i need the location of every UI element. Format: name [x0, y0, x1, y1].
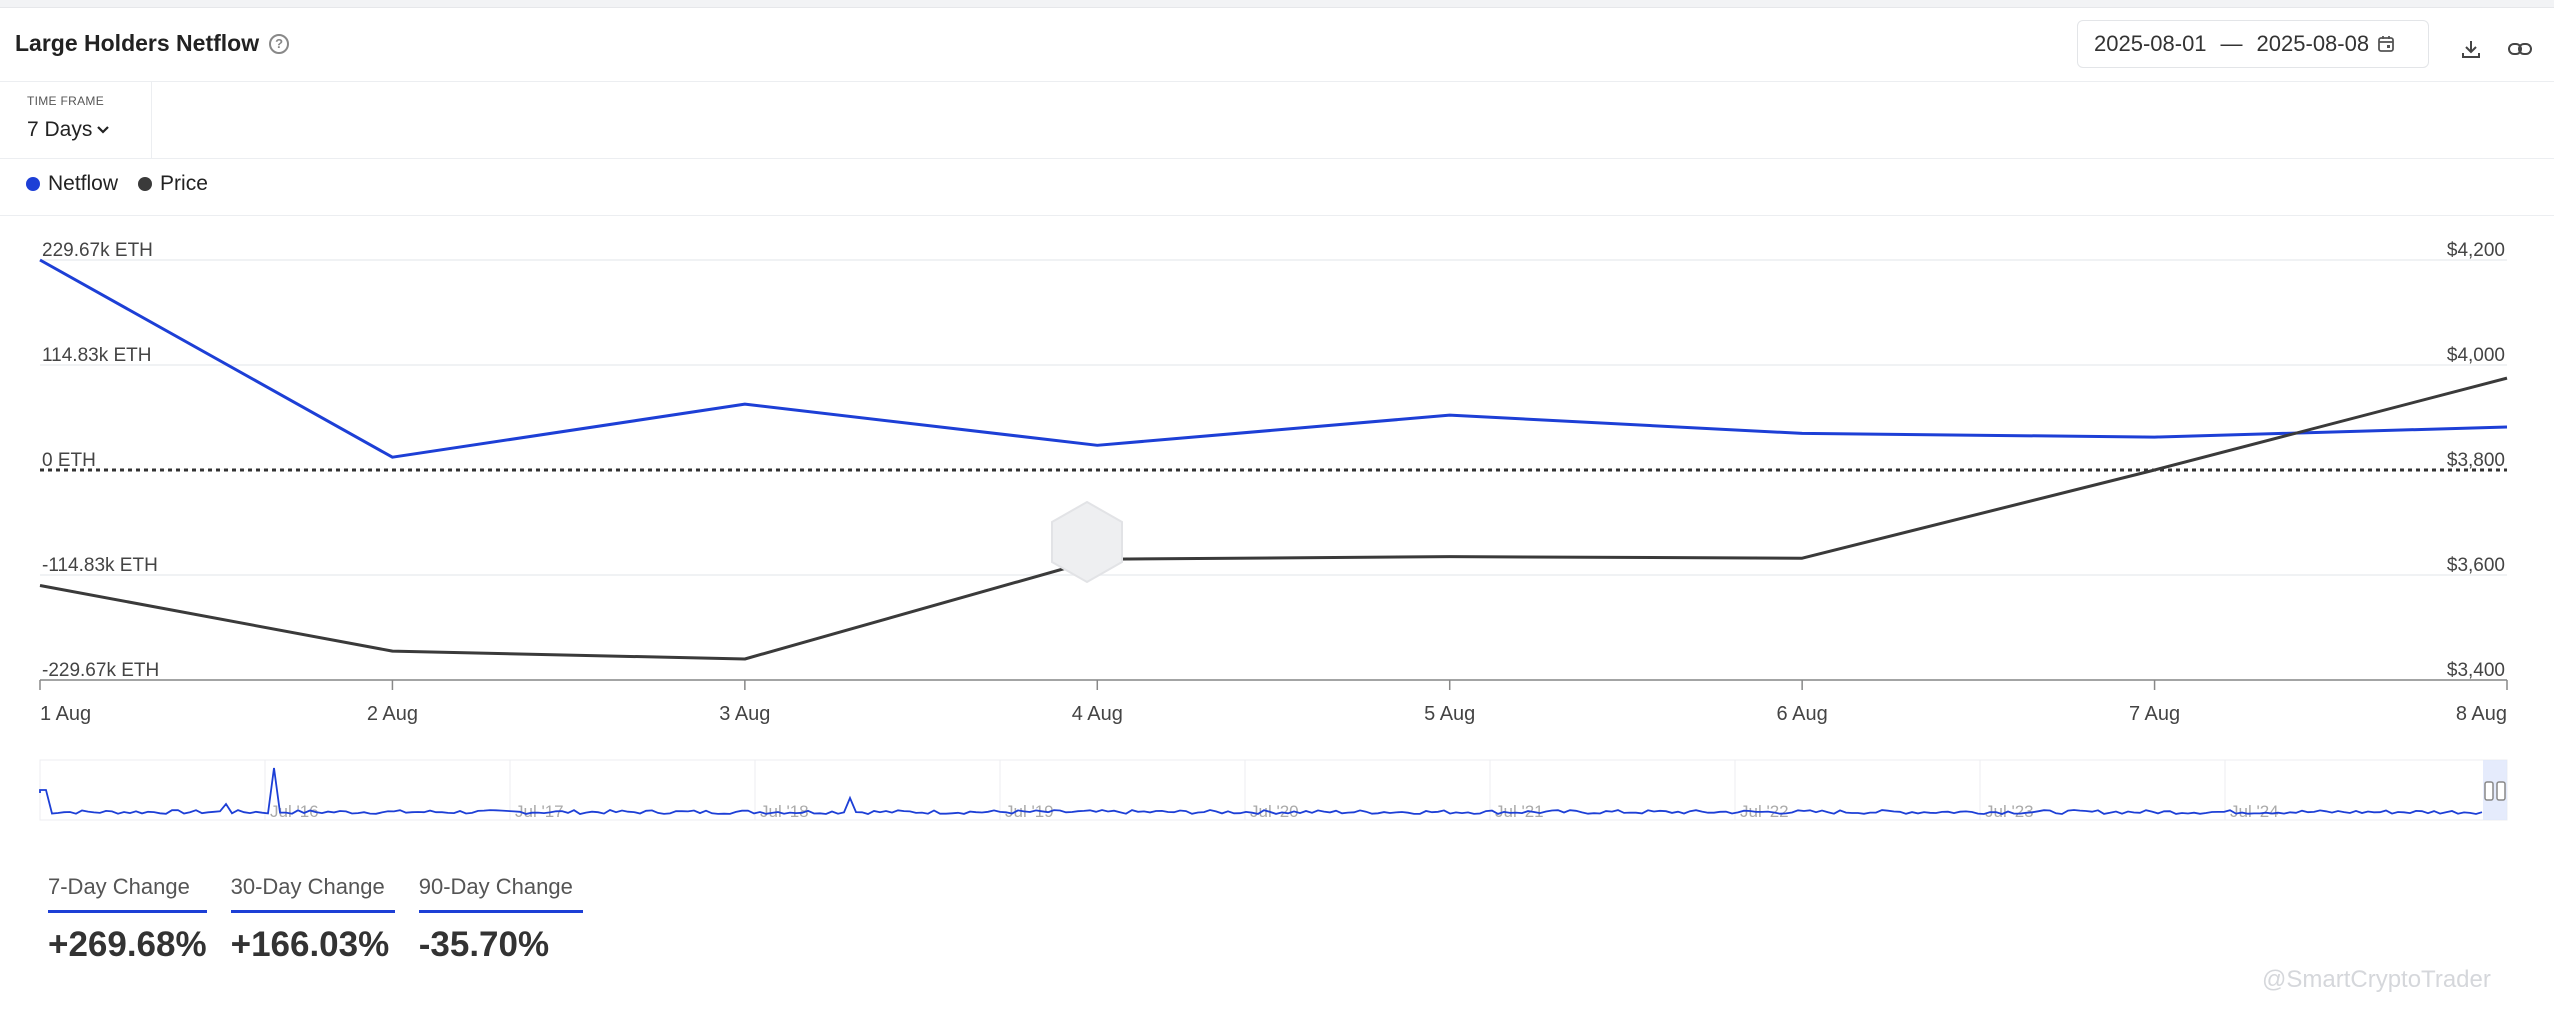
change-30d-value: +166.03% [230, 925, 390, 964]
navigator-handle-left [2484, 781, 2494, 801]
x-tick-label: 2 Aug [367, 703, 418, 725]
calendar-icon [2378, 36, 2394, 52]
x-tick-label: 3 Aug [719, 703, 770, 725]
legend-label-price: Price [160, 172, 208, 195]
y-tick-left: 0 ETH [42, 450, 96, 471]
watermark-text: @SmartCryptoTrader [2262, 966, 2491, 993]
change-stats: 7-Day Change +269.68% 30-Day Change +166… [48, 874, 607, 965]
x-tick-label: 1 Aug [40, 703, 91, 725]
watermark: @SmartCryptoTrader [2262, 966, 2491, 994]
timeframe-dropdown[interactable]: 7 Days [27, 118, 110, 142]
y-tick-left: 114.83k ETH [42, 345, 151, 366]
x-tick-label: 8 Aug [2456, 703, 2507, 725]
change-90d-label: 90-Day Change [418, 874, 583, 913]
change-90d[interactable]: 90-Day Change -35.70% [418, 874, 583, 965]
header-bar: Large Holders Netflow ? 2025-08-01 — 202… [0, 8, 2554, 82]
change-7d-label: 7-Day Change [48, 874, 207, 913]
navigator-label: Jul '24 [2230, 802, 2279, 821]
y-tick-left: -229.67k ETH [42, 660, 159, 681]
x-tick-label: 5 Aug [1424, 703, 1475, 725]
x-tick-label: 4 Aug [1072, 703, 1123, 725]
legend-dot-price [138, 177, 153, 191]
navigator-label: Jul '17 [515, 802, 564, 821]
y-tick-right: $4,000 [2447, 345, 2505, 366]
download-icon [2462, 41, 2480, 58]
chart-title: Large Holders Netflow ? [15, 30, 290, 57]
legend-item-netflow[interactable]: Netflow [26, 172, 118, 196]
change-7d[interactable]: 7-Day Change +269.68% [48, 874, 207, 965]
y-tick-right: $3,400 [2447, 660, 2505, 681]
divider [0, 215, 2554, 216]
share-link-button[interactable] [2505, 34, 2535, 64]
timeframe-selector[interactable]: TIME FRAME 7 Days [0, 82, 152, 158]
navigator-label: Jul '21 [1495, 802, 1544, 821]
navigator-handle-right [2496, 781, 2506, 801]
top-border [0, 0, 2554, 8]
series-line-price [39, 376, 2508, 661]
timeframe-label: TIME FRAME [27, 94, 104, 108]
change-30d[interactable]: 30-Day Change +166.03% [230, 874, 395, 965]
date-start: 2025-08-01 [2094, 31, 2207, 56]
navigator-sparkline [39, 767, 2483, 815]
y-tick-left: 229.67k ETH [42, 240, 153, 261]
y-tick-right: $3,600 [2447, 555, 2505, 576]
download-button[interactable] [2456, 34, 2486, 64]
y-tick-right: $4,200 [2447, 240, 2505, 261]
navigator-label: Jul '20 [1250, 802, 1299, 821]
watermark-logo [1046, 498, 1128, 586]
series-line-netflow [39, 258, 2508, 459]
timeframe-value: 7 Days [27, 118, 93, 141]
help-icon[interactable]: ? [269, 33, 290, 54]
date-range-picker[interactable]: 2025-08-01 — 2025-08-08 [2077, 20, 2429, 68]
x-tick-label: 6 Aug [1777, 703, 1828, 725]
x-tick-label: 7 Aug [2129, 703, 2180, 725]
chart-legend: Netflow Price [26, 172, 228, 196]
chart-title-text: Large Holders Netflow [15, 30, 260, 56]
y-tick-left: -114.83k ETH [42, 555, 158, 576]
date-separator: — [2220, 31, 2243, 56]
change-90d-value: -35.70% [418, 925, 550, 964]
legend-item-price[interactable]: Price [138, 172, 208, 196]
navigator-label: Jul '18 [760, 802, 809, 821]
divider [0, 158, 2554, 159]
change-30d-label: 30-Day Change [230, 874, 395, 913]
legend-dot-netflow [26, 177, 40, 191]
chevron-down-icon [97, 126, 110, 134]
y-tick-right: $3,800 [2447, 450, 2505, 471]
navigator-frame [39, 759, 2508, 821]
date-end: 2025-08-08 [2256, 31, 2370, 56]
change-7d-value: +269.68% [48, 925, 207, 964]
legend-label-netflow: Netflow [48, 172, 119, 195]
link-icon [2508, 43, 2532, 55]
